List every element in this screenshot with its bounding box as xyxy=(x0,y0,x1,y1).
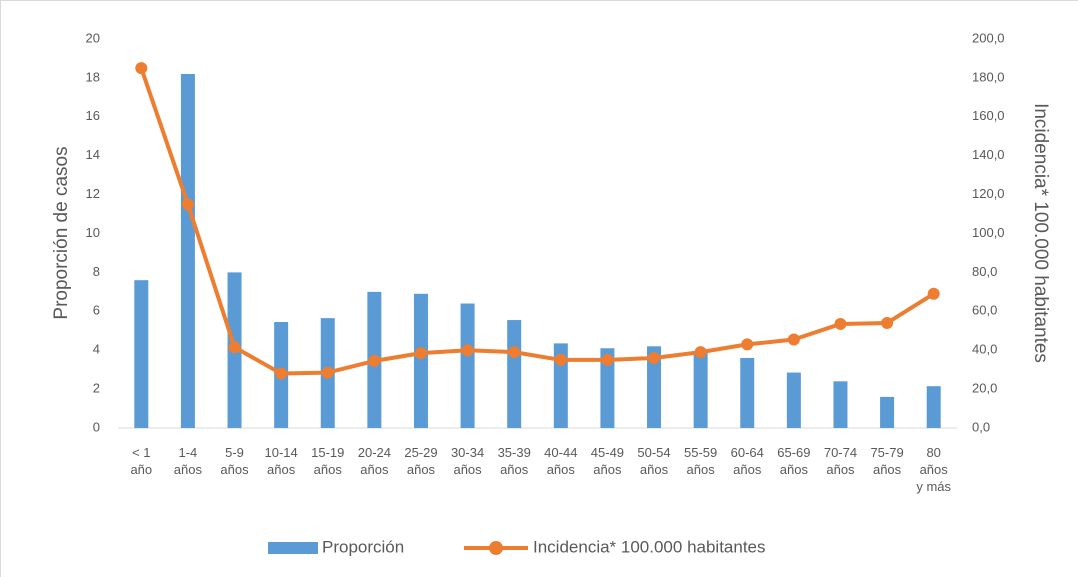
y-tick-label: 18 xyxy=(86,69,100,84)
x-tick-label: 10-14 años xyxy=(264,445,298,477)
y2-tick-label: 80,0 xyxy=(972,264,997,279)
bar xyxy=(786,372,801,428)
x-tick-label: 25-29 años xyxy=(404,445,438,477)
line-marker xyxy=(601,353,614,366)
line-marker xyxy=(927,287,940,300)
x-tick-label: < 1 año xyxy=(130,445,153,477)
x-tick-label: 20-24 años xyxy=(357,445,391,477)
y2-tick-label: 60,0 xyxy=(972,303,997,318)
bar xyxy=(460,303,475,428)
y-tick-label: 0 xyxy=(93,419,100,434)
y-tick-label: 20 xyxy=(86,30,100,45)
x-tick-label: 35-39 años xyxy=(497,445,531,477)
y2-tick-label: 200,0 xyxy=(972,30,1005,45)
line xyxy=(139,67,935,376)
y-axis-title: Proporción de casos xyxy=(51,146,72,319)
line-marker xyxy=(554,353,567,366)
line-marker xyxy=(181,198,194,211)
line-marker xyxy=(787,333,800,346)
line-marker xyxy=(834,317,847,330)
legend-label: Incidencia* 100.000 habitantes xyxy=(533,537,766,556)
x-tick-label: 50-54 años xyxy=(637,445,671,477)
x-tick-label: 5-9 años xyxy=(220,445,249,477)
y-tick-label: 6 xyxy=(93,303,100,318)
x-tick-label: 40-44 años xyxy=(544,445,578,477)
line-marker xyxy=(321,366,334,379)
y-tick-label: 14 xyxy=(86,147,100,162)
bar xyxy=(880,396,895,428)
bar xyxy=(507,320,522,428)
bar xyxy=(413,293,428,428)
bar xyxy=(926,386,941,428)
y2-tick-label: 120,0 xyxy=(972,186,1005,201)
x-tick-label: 60-64 años xyxy=(730,445,764,477)
x-tick-label: 45-49 años xyxy=(590,445,625,477)
line-marker xyxy=(228,341,241,354)
x-tick-label: 1-4 años xyxy=(173,445,202,477)
bar xyxy=(180,74,195,428)
line-marker xyxy=(741,338,754,351)
x-tick-label: 80 años y más xyxy=(916,445,952,494)
legend-swatch xyxy=(268,542,318,554)
bar xyxy=(740,357,755,428)
x-tick-label: 70-74 años xyxy=(823,445,858,477)
bar xyxy=(134,280,149,428)
y-tick-label: 10 xyxy=(86,225,100,240)
line-marker xyxy=(508,346,521,359)
x-tick-label: 75-79 años xyxy=(870,445,904,477)
y2-tick-label: 180,0 xyxy=(972,69,1005,84)
line-marker xyxy=(694,346,707,359)
y-tick-label: 2 xyxy=(93,381,100,396)
line-marker xyxy=(648,351,661,364)
y2-tick-label: 160,0 xyxy=(972,108,1005,123)
y2-tick-label: 100,0 xyxy=(972,225,1005,240)
x-tick-label: 15-19 años xyxy=(311,445,345,477)
line-marker xyxy=(414,347,427,360)
y-tick-label: 12 xyxy=(86,186,100,201)
line-marker xyxy=(368,354,381,367)
y2-tick-label: 140,0 xyxy=(972,147,1005,162)
y2-axis-title: Incidencia* 100.000 habitantes xyxy=(1030,103,1051,363)
bar xyxy=(647,346,662,428)
y2-tick-label: 0,0 xyxy=(972,419,990,434)
x-tick-label: 55-59 años xyxy=(684,445,718,477)
line-marker xyxy=(275,367,288,380)
bar xyxy=(693,352,708,428)
line-marker xyxy=(461,344,474,357)
x-tick-label: 65-69 años xyxy=(777,445,811,477)
legend-label: Proporción xyxy=(322,537,404,556)
y2-tick-label: 40,0 xyxy=(972,342,997,357)
bar xyxy=(833,381,848,428)
y-tick-label: 8 xyxy=(93,264,100,279)
y-tick-label: 4 xyxy=(93,342,100,357)
line-marker xyxy=(881,316,894,329)
x-tick-label: 30-34 años xyxy=(450,445,485,477)
y2-tick-label: 20,0 xyxy=(972,381,997,396)
bar xyxy=(600,348,615,428)
y-tick-label: 16 xyxy=(86,108,100,123)
legend-swatch xyxy=(489,541,503,555)
line-marker xyxy=(135,62,148,75)
